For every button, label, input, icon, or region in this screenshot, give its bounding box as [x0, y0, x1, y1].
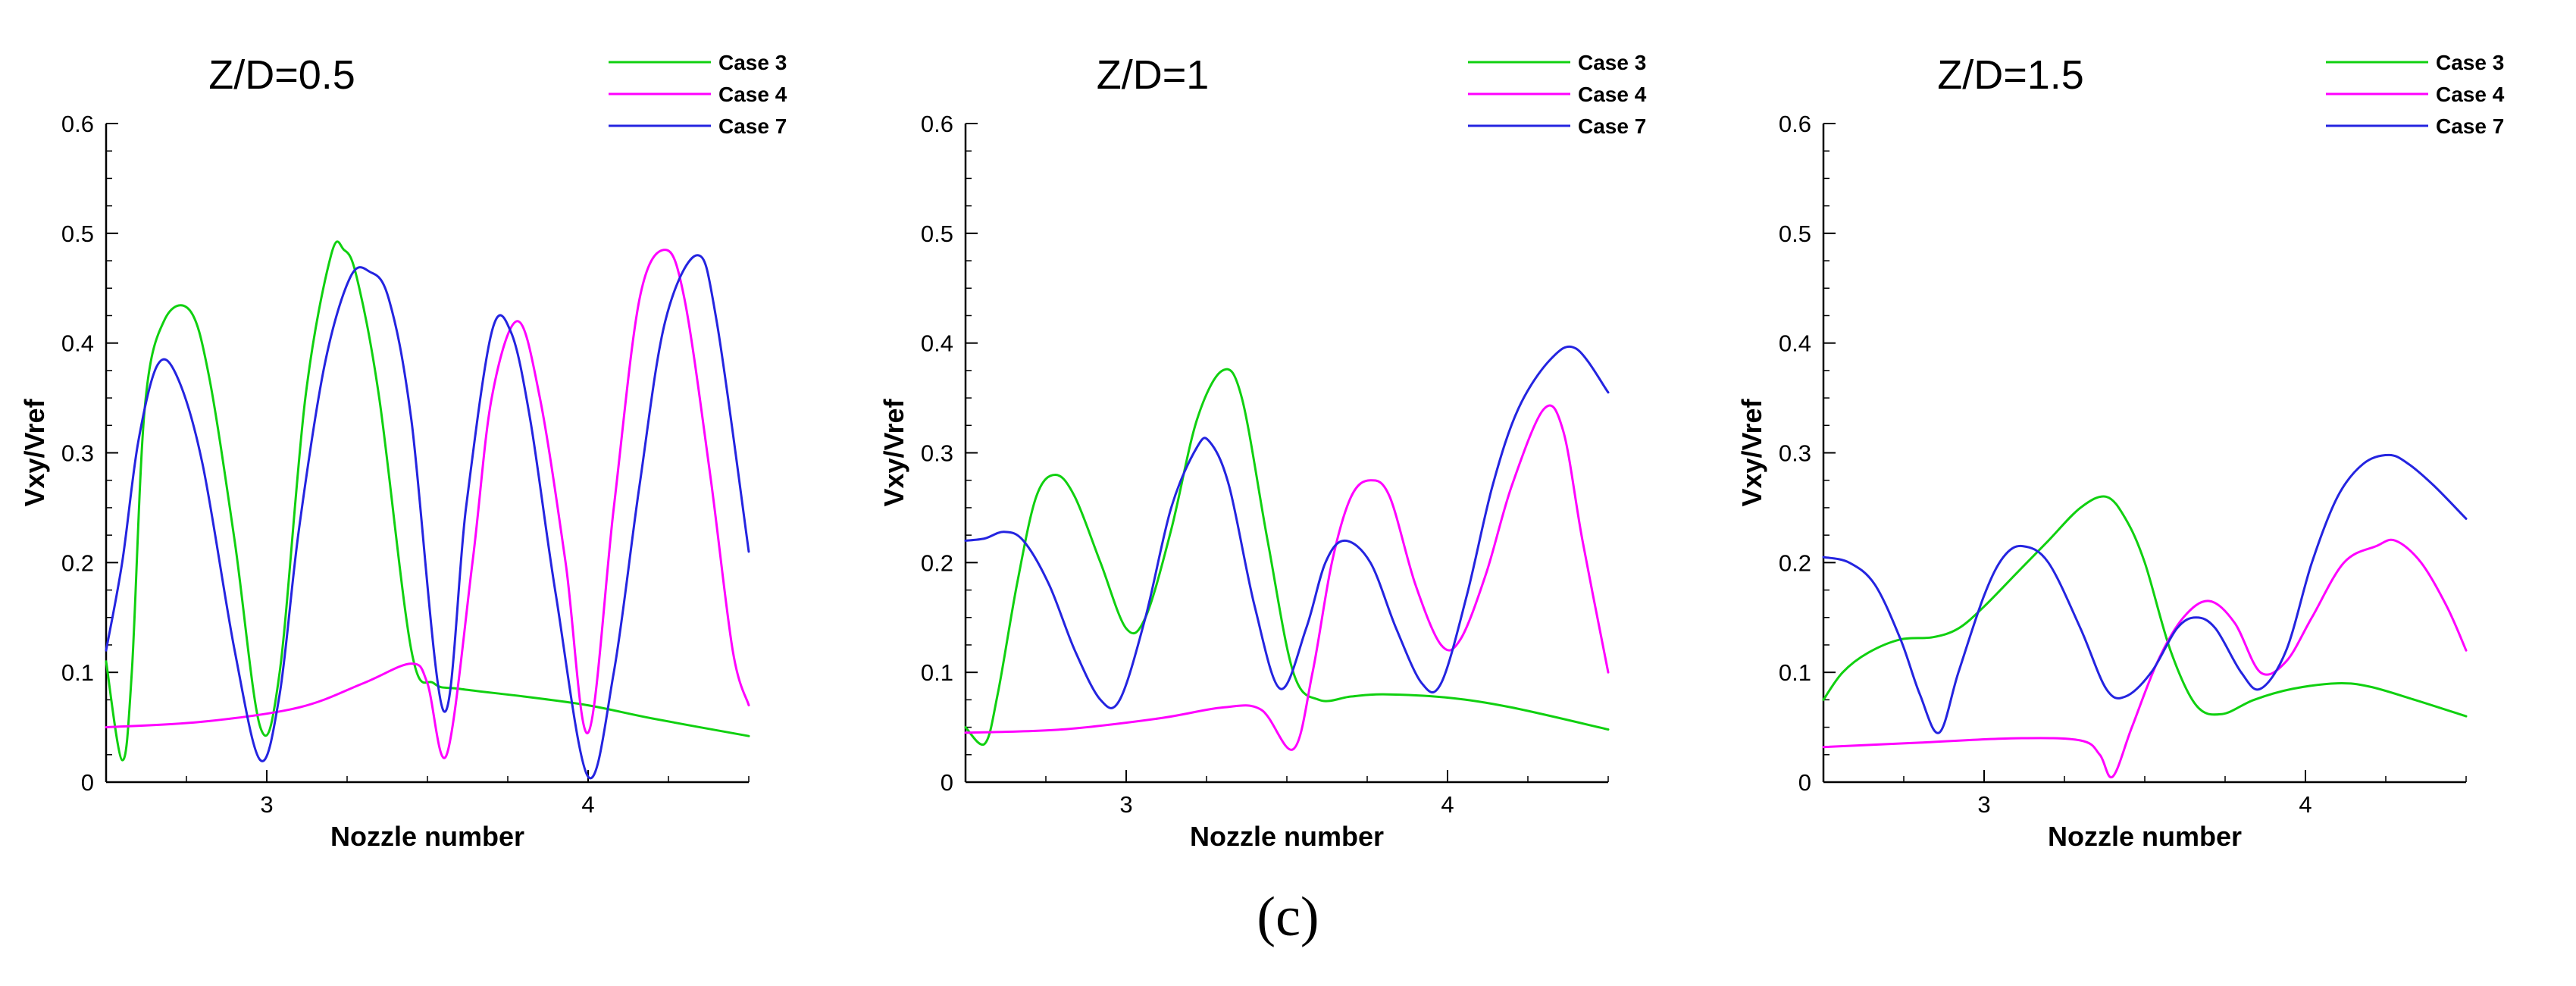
series-line-case-7	[1822, 453, 2468, 734]
y-tick-label: 0.4	[1779, 330, 1811, 357]
y-tick-label: 0.4	[921, 330, 953, 357]
y-axis-label: Vxy/Vref	[19, 398, 50, 506]
legend-label: Case 4	[2436, 83, 2505, 106]
legend-label: Case 4	[1578, 83, 1647, 106]
y-tick-label: 0.6	[61, 111, 94, 137]
series-line-case-4	[1822, 538, 2468, 779]
x-tick-label: 3	[260, 791, 273, 818]
series-line-case-3	[964, 368, 1610, 747]
legend-label: Case 4	[718, 83, 787, 106]
y-tick-label: 0.3	[1779, 440, 1811, 467]
y-tick-label: 0	[1798, 769, 1811, 796]
y-tick-label: 0.5	[921, 221, 953, 247]
legend-label: Case 3	[2436, 51, 2504, 74]
series-line-case-7	[964, 345, 1610, 709]
legend-label: Case 3	[718, 51, 787, 74]
series-line-case-3	[1822, 495, 2468, 718]
series-line-case-4	[105, 249, 750, 759]
x-tick-label: 4	[1441, 791, 1454, 818]
chart-title: Z/D=1	[1097, 52, 1210, 98]
chart-panel-1: 0 0.1 0.2 0.3 0.4 0.5 0.6 3 4 Nozzle number Vxy/Vr…	[19, 51, 787, 852]
y-tick-label: 0.4	[61, 330, 94, 357]
y-tick-label: 0	[941, 769, 953, 796]
y-tick-label: 0.5	[61, 221, 94, 247]
legend-label: Case 7	[718, 114, 787, 138]
y-tick-label: 0.5	[1779, 221, 1811, 247]
legend-label: Case 7	[2436, 114, 2504, 138]
x-axis-label: Nozzle number	[2048, 821, 2242, 852]
y-tick-label: 0	[81, 769, 94, 796]
x-axis-label: Nozzle number	[330, 821, 524, 852]
y-tick-label: 0.6	[1779, 111, 1811, 137]
y-tick-label: 0.6	[921, 111, 953, 137]
series-line-case-7	[105, 254, 750, 780]
x-tick-label: 3	[1119, 791, 1132, 818]
series-line-case-4	[964, 404, 1610, 751]
chart-title: Z/D=0.5	[208, 52, 355, 98]
y-tick-label: 0.1	[61, 659, 94, 686]
y-tick-label: 0.2	[1779, 549, 1811, 576]
y-tick-label: 0.1	[1779, 659, 1811, 686]
x-axis-label: Nozzle number	[1190, 821, 1384, 852]
chart-panel-2: 0 0.1 0.2 0.3 0.4 0.5 0.6 3 4 Nozzle number Vxy/Vr…	[878, 51, 1647, 852]
y-tick-label: 0.3	[921, 440, 953, 467]
chart-panel-3: 0 0.1 0.2 0.3 0.4 0.5 0.6 3 4 Nozzle number Vxy/Vr…	[1736, 51, 2505, 852]
x-tick-label: 4	[2299, 791, 2312, 818]
y-tick-label: 0.3	[61, 440, 94, 467]
chart-title: Z/D=1.5	[1937, 52, 2084, 98]
y-tick-label: 0.2	[921, 549, 953, 576]
y-tick-label: 0.1	[921, 659, 953, 686]
y-tick-label: 0.2	[61, 549, 94, 576]
figure-caption: (c)	[1257, 886, 1319, 948]
legend-label: Case 7	[1578, 114, 1646, 138]
y-axis-label: Vxy/Vref	[1736, 398, 1767, 506]
y-axis-label: Vxy/Vref	[878, 398, 909, 506]
x-tick-label: 3	[1977, 791, 1990, 818]
legend-label: Case 3	[1578, 51, 1646, 74]
x-tick-label: 4	[581, 791, 594, 818]
